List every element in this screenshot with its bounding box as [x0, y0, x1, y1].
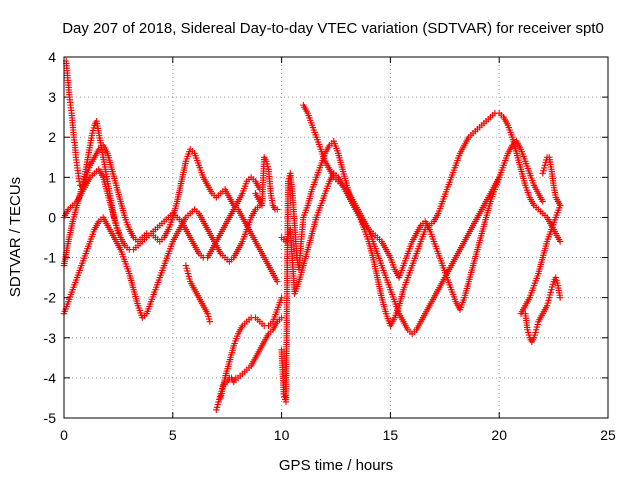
series-arc-e: [182, 262, 213, 325]
data-points: [60, 57, 564, 414]
y-tick-label: 1: [48, 169, 56, 185]
y-tick-label: -4: [44, 370, 57, 386]
series-arc-l: [522, 274, 564, 345]
y-tick-label: -2: [44, 290, 57, 306]
series-arc-h: [252, 154, 281, 213]
data-point: [539, 198, 546, 205]
y-axis-label: SDTVAR / TECUs: [7, 177, 24, 297]
plot-frame: [63, 56, 609, 419]
x-tick-label: 10: [274, 427, 290, 443]
y-tick-label: 2: [48, 129, 56, 145]
y-tick-label: 0: [48, 209, 56, 225]
y-tick-label: -5: [44, 410, 57, 426]
x-tick-labels: 0 5 10 15 20 25: [60, 427, 616, 443]
data-point: [556, 238, 564, 245]
x-tick-label: 15: [383, 427, 399, 443]
y-tick-label: 4: [48, 49, 56, 65]
data-point: [274, 206, 281, 213]
series-arc-n: [539, 154, 564, 209]
data-point: [274, 278, 281, 285]
series-arc-m: [517, 202, 564, 317]
data-point: [556, 202, 564, 209]
data-point: [115, 230, 122, 237]
data-point: [206, 318, 213, 325]
x-tick-label: 25: [600, 427, 616, 443]
series-arc-g: [217, 294, 285, 402]
data-point: [556, 294, 564, 301]
y-tick-label: 3: [48, 89, 56, 105]
data-point: [496, 174, 503, 181]
series-arc-c: [60, 202, 264, 321]
y-tick-label: -3: [44, 330, 57, 346]
x-tick-label: 5: [169, 427, 177, 443]
x-tick-label: 0: [60, 427, 68, 443]
series-arc-k: [300, 101, 503, 337]
chart-title: Day 207 of 2018, Sidereal Day-to-day VTE…: [62, 20, 604, 37]
y-tick-label: -1: [44, 250, 57, 266]
data-point: [278, 294, 285, 301]
series-arc-j: [278, 138, 546, 313]
x-tick-label: 20: [491, 427, 507, 443]
x-axis-label: GPS time / hours: [279, 457, 393, 474]
series-arc-d: [62, 57, 122, 237]
y-tick-labels: -5 -4 -3 -2 -1 0 1 2 3 4: [44, 49, 57, 426]
